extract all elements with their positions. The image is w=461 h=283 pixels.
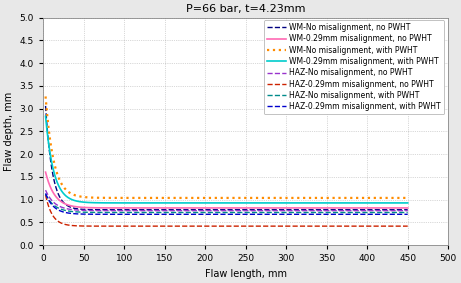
HAZ-No misalignment, with PWHT	[43, 192, 48, 196]
WM-0.29mm misalignment, no PWHT	[328, 206, 333, 210]
HAZ-No misalignment, no PWHT	[372, 209, 378, 212]
WM-0.29mm misalignment, with PWHT	[351, 201, 357, 205]
WM-0.29mm misalignment, with PWHT	[209, 201, 215, 205]
HAZ-0.29mm misalignment, with PWHT	[328, 213, 333, 216]
WM-No misalignment, with PWHT	[347, 196, 353, 200]
HAZ-0.29mm misalignment, no PWHT	[395, 224, 400, 228]
WM-No misalignment, with PWHT	[61, 186, 67, 189]
WM-0.29mm misalignment, with PWHT	[219, 201, 225, 205]
Line: WM-0.29mm misalignment, no PWHT: WM-0.29mm misalignment, no PWHT	[46, 172, 408, 208]
WM-No misalignment, with PWHT	[43, 95, 48, 98]
WM-No misalignment, no PWHT	[43, 104, 48, 108]
HAZ-No misalignment, with PWHT	[61, 208, 67, 212]
HAZ-No misalignment, with PWHT	[372, 211, 377, 214]
HAZ-0.29mm misalignment, with PWHT	[340, 213, 345, 216]
WM-0.29mm misalignment, with PWHT	[328, 201, 333, 205]
Legend: WM-No misalignment, no PWHT, WM-0.29mm misalignment, no PWHT, WM-No misalignment: WM-No misalignment, no PWHT, WM-0.29mm m…	[264, 20, 444, 114]
Line: WM-No misalignment, no PWHT: WM-No misalignment, no PWHT	[46, 106, 408, 210]
WM-0.29mm misalignment, with PWHT	[395, 201, 400, 205]
Line: HAZ-0.29mm misalignment, with PWHT: HAZ-0.29mm misalignment, with PWHT	[46, 193, 408, 214]
WM-0.29mm misalignment, with PWHT	[61, 192, 67, 196]
HAZ-No misalignment, with PWHT	[328, 211, 333, 214]
HAZ-No misalignment, no PWHT	[209, 209, 215, 212]
HAZ-No misalignment, with PWHT	[209, 211, 215, 214]
HAZ-No misalignment, with PWHT	[405, 211, 410, 214]
HAZ-0.29mm misalignment, no PWHT	[405, 224, 410, 228]
HAZ-0.29mm misalignment, with PWHT	[43, 192, 48, 195]
HAZ-No misalignment, no PWHT	[395, 209, 400, 212]
WM-No misalignment, no PWHT	[61, 201, 67, 205]
Line: WM-No misalignment, with PWHT: WM-No misalignment, with PWHT	[46, 97, 408, 198]
Title: P=66 bar, t=4.23mm: P=66 bar, t=4.23mm	[186, 4, 306, 14]
Y-axis label: Flaw depth, mm: Flaw depth, mm	[4, 92, 14, 171]
HAZ-0.29mm misalignment, with PWHT	[219, 213, 225, 216]
HAZ-No misalignment, no PWHT	[61, 206, 67, 210]
HAZ-0.29mm misalignment, with PWHT	[405, 213, 410, 216]
HAZ-0.29mm misalignment, no PWHT	[209, 224, 215, 228]
WM-0.29mm misalignment, no PWHT	[219, 206, 225, 210]
WM-No misalignment, with PWHT	[209, 196, 215, 200]
HAZ-0.29mm misalignment, no PWHT	[43, 193, 48, 197]
WM-No misalignment, with PWHT	[395, 196, 400, 200]
WM-0.29mm misalignment, with PWHT	[405, 201, 410, 205]
WM-0.29mm misalignment, no PWHT	[395, 206, 400, 210]
WM-No misalignment, no PWHT	[301, 208, 307, 211]
WM-No misalignment, with PWHT	[395, 196, 400, 200]
WM-0.29mm misalignment, no PWHT	[378, 206, 383, 210]
WM-0.29mm misalignment, with PWHT	[395, 201, 400, 205]
WM-0.29mm misalignment, no PWHT	[405, 206, 410, 210]
WM-0.29mm misalignment, no PWHT	[61, 202, 67, 205]
WM-No misalignment, with PWHT	[328, 196, 333, 200]
HAZ-0.29mm misalignment, with PWHT	[395, 213, 400, 216]
HAZ-0.29mm misalignment, no PWHT	[328, 224, 334, 228]
HAZ-No misalignment, with PWHT	[219, 211, 225, 214]
WM-0.29mm misalignment, with PWHT	[43, 115, 48, 118]
Line: HAZ-No misalignment, with PWHT: HAZ-No misalignment, with PWHT	[46, 194, 408, 213]
HAZ-No misalignment, no PWHT	[328, 209, 333, 212]
HAZ-0.29mm misalignment, with PWHT	[61, 211, 67, 214]
HAZ-0.29mm misalignment, with PWHT	[395, 213, 400, 216]
WM-0.29mm misalignment, no PWHT	[43, 170, 48, 174]
WM-0.29mm misalignment, no PWHT	[395, 206, 400, 210]
HAZ-No misalignment, no PWHT	[405, 209, 410, 212]
HAZ-0.29mm misalignment, no PWHT	[298, 224, 303, 228]
WM-No misalignment, with PWHT	[405, 196, 410, 200]
Line: WM-0.29mm misalignment, with PWHT: WM-0.29mm misalignment, with PWHT	[46, 116, 408, 203]
WM-No misalignment, no PWHT	[328, 208, 334, 211]
Line: HAZ-No misalignment, no PWHT: HAZ-No misalignment, no PWHT	[46, 190, 408, 211]
HAZ-0.29mm misalignment, with PWHT	[209, 213, 215, 216]
HAZ-No misalignment, no PWHT	[395, 209, 400, 212]
HAZ-0.29mm misalignment, no PWHT	[395, 224, 400, 228]
WM-No misalignment, no PWHT	[405, 208, 410, 211]
WM-No misalignment, no PWHT	[219, 208, 225, 211]
X-axis label: Flaw length, mm: Flaw length, mm	[205, 269, 287, 279]
HAZ-0.29mm misalignment, no PWHT	[219, 224, 225, 228]
WM-No misalignment, no PWHT	[209, 208, 215, 211]
HAZ-No misalignment, with PWHT	[395, 211, 400, 214]
HAZ-No misalignment, with PWHT	[395, 211, 400, 214]
WM-No misalignment, with PWHT	[219, 196, 225, 200]
Line: HAZ-0.29mm misalignment, no PWHT: HAZ-0.29mm misalignment, no PWHT	[46, 195, 408, 226]
WM-0.29mm misalignment, no PWHT	[209, 206, 215, 210]
HAZ-No misalignment, no PWHT	[219, 209, 225, 212]
WM-No misalignment, no PWHT	[395, 208, 400, 211]
HAZ-0.29mm misalignment, no PWHT	[61, 222, 67, 226]
HAZ-No misalignment, no PWHT	[43, 188, 48, 192]
WM-No misalignment, no PWHT	[395, 208, 400, 211]
